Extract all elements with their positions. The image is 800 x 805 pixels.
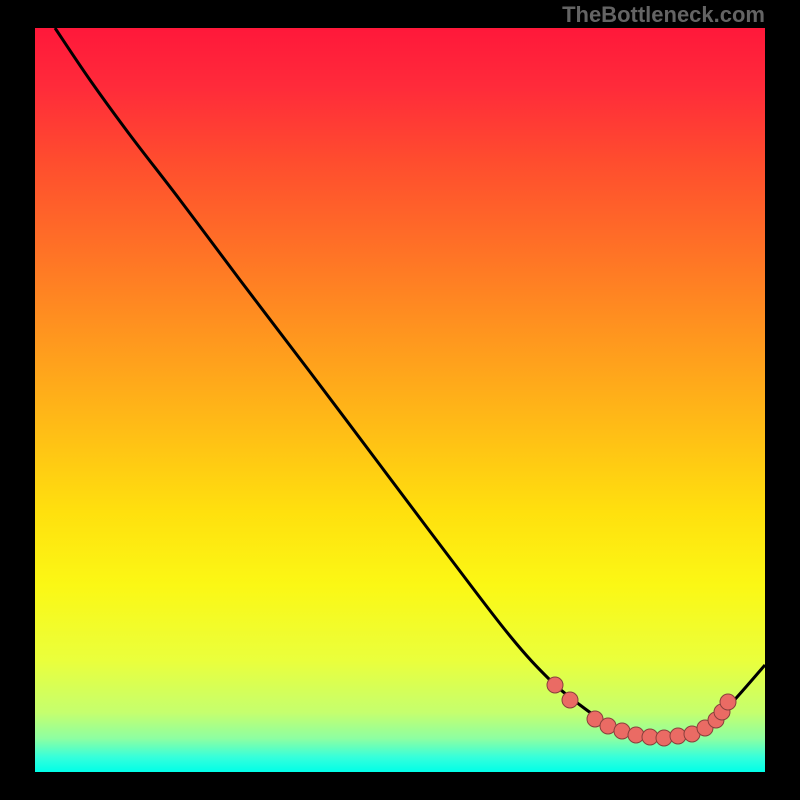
chart-container: TheBottleneck.com [0,0,800,800]
curve-marker [670,728,686,744]
plot-gradient-background [35,28,765,772]
watermark-text: TheBottleneck.com [562,2,765,28]
curve-marker [614,723,630,739]
bottleneck-chart [0,0,800,800]
curve-marker [547,677,563,693]
curve-marker [656,730,672,746]
curve-marker [562,692,578,708]
curve-marker [720,694,736,710]
curve-marker [628,727,644,743]
